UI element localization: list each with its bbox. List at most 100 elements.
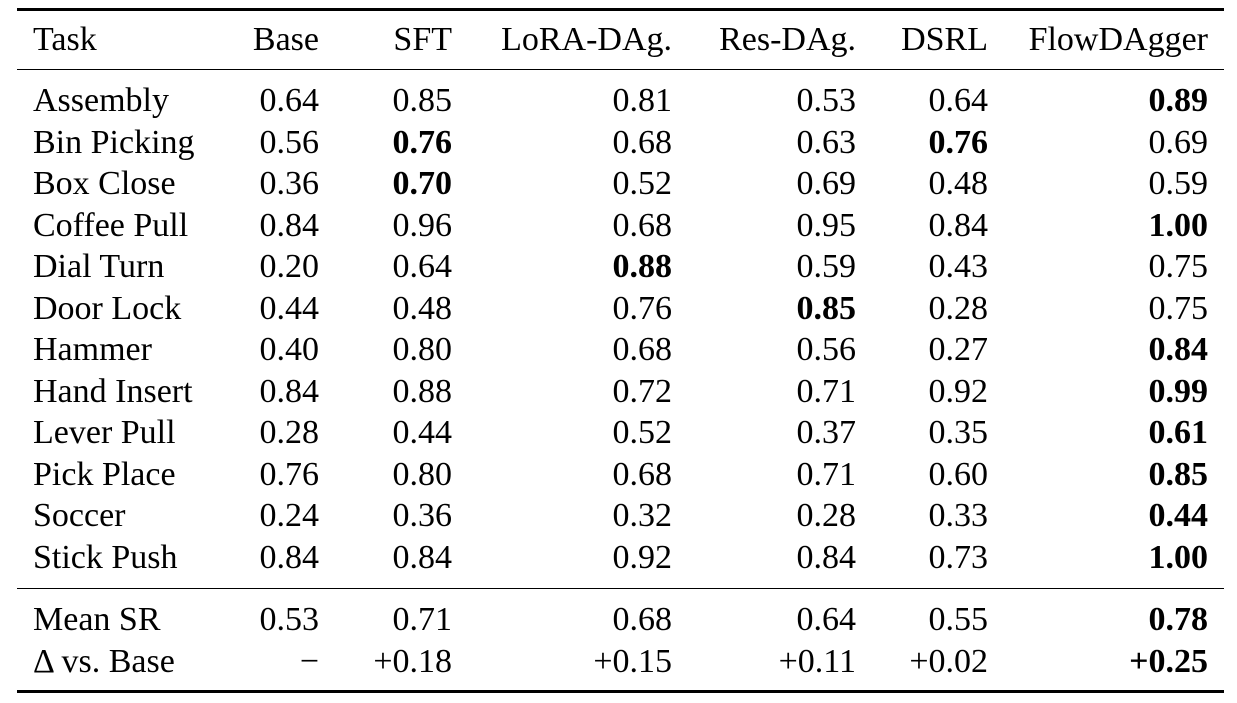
score-cell: 0.68 — [612, 206, 673, 244]
score-cell: 0.32 — [612, 497, 673, 534]
task-name-cell: Dial Turn — [33, 248, 165, 285]
score-cell: 0.52 — [612, 165, 673, 202]
column-header-flowdagger: FlowDAgger — [1004, 8, 1224, 70]
task-name-cell: Δ vs. Base — [17, 640, 225, 693]
task-name-cell: Bin Picking — [33, 123, 195, 161]
score-cell: 0.80 — [392, 455, 453, 493]
task-name-cell: Hammer — [33, 331, 152, 368]
task-name-cell: Mean SR — [17, 588, 225, 641]
score-cell: 0.48 — [392, 289, 453, 327]
score-cell: 1.00 — [1148, 206, 1209, 244]
score-cell: 0.28 — [259, 414, 320, 451]
score-cell: 0.44 — [392, 414, 453, 451]
score-cell: 0.28 — [928, 289, 989, 327]
score-cell: +0.11 — [688, 640, 872, 693]
table-row: Bin Picking 0.56 0.76 0.68 0.63 0.76 0.69 — [17, 122, 1224, 164]
score-cell: 0.64 — [392, 248, 453, 285]
score-cell: 0.60 — [928, 455, 989, 493]
score-cell: 0.52 — [612, 414, 673, 451]
table-row: Lever Pull 0.28 0.44 0.52 0.37 0.35 0.61 — [17, 412, 1224, 454]
score-cell: 0.88 — [392, 372, 453, 410]
score-cell: 0.59 — [796, 248, 857, 285]
score-cell: 0.84 — [392, 538, 453, 576]
task-name-cell: Coffee Pull — [33, 206, 189, 244]
table-row: Stick Push 0.84 0.84 0.92 0.84 0.73 1.00 — [17, 537, 1224, 589]
score-cell: 0.33 — [928, 497, 989, 534]
column-header-base: Base — [225, 8, 335, 70]
column-header-task: Task — [17, 8, 225, 70]
score-cell: 0.84 — [928, 206, 989, 244]
score-cell: 0.85 — [796, 289, 857, 327]
score-cell: 0.92 — [928, 372, 989, 410]
results-table: Task Base SFT LoRA-DAg. Res-DAg. DSRL Fl… — [17, 8, 1224, 693]
score-cell: 0.68 — [612, 455, 673, 493]
task-name-cell: Box Close — [33, 165, 176, 202]
column-header-dsrl: DSRL — [872, 8, 1004, 70]
score-cell: 0.64 — [259, 82, 320, 119]
score-cell: 0.71 — [796, 372, 857, 410]
score-cell: 0.75 — [1148, 248, 1209, 285]
score-cell: 0.64 — [688, 588, 872, 641]
score-cell: 0.84 — [259, 206, 320, 244]
score-cell: 0.70 — [392, 165, 453, 202]
score-cell: 0.53 — [796, 82, 857, 119]
score-cell: 0.75 — [1148, 289, 1209, 327]
score-cell: 0.92 — [612, 538, 673, 576]
score-cell: 0.56 — [796, 331, 857, 368]
score-cell: 0.35 — [928, 414, 989, 451]
score-cell: 0.24 — [259, 497, 320, 534]
score-cell: 0.84 — [796, 538, 857, 576]
score-cell: 0.71 — [796, 455, 857, 493]
header-row: Task Base SFT LoRA-DAg. Res-DAg. DSRL Fl… — [17, 8, 1224, 70]
table-row: Door Lock 0.44 0.48 0.76 0.85 0.28 0.75 — [17, 288, 1224, 330]
score-cell: 0.99 — [1148, 372, 1209, 410]
task-name-cell: Door Lock — [33, 289, 182, 327]
score-cell: 0.69 — [1148, 123, 1209, 161]
task-name-cell: Hand Insert — [33, 372, 193, 410]
score-cell: +0.25 — [1004, 640, 1224, 693]
score-cell: +0.18 — [335, 640, 468, 693]
score-cell: 0.71 — [335, 588, 468, 641]
score-cell: 0.68 — [468, 588, 688, 641]
score-cell: 0.55 — [872, 588, 1004, 641]
score-cell: 0.56 — [259, 123, 320, 161]
score-cell: 0.44 — [1148, 497, 1209, 534]
score-cell: 0.76 — [612, 289, 673, 327]
summary-row: Δ vs. Base − +0.18 +0.15 +0.11 +0.02 +0.25 — [17, 640, 1224, 693]
score-cell: 0.43 — [928, 248, 989, 285]
summary-rows: Mean SR 0.53 0.71 0.68 0.64 0.55 0.78 Δ vs. Bas… — [17, 588, 1224, 693]
table-row: Box Close 0.36 0.70 0.52 0.69 0.48 0.59 — [17, 163, 1224, 205]
table-row: Dial Turn 0.20 0.64 0.88 0.59 0.43 0.75 — [17, 246, 1224, 288]
score-cell: 0.27 — [928, 331, 989, 368]
task-name-cell: Lever Pull — [33, 414, 176, 451]
score-cell: 0.85 — [392, 82, 453, 119]
score-cell: 0.84 — [259, 372, 320, 410]
score-cell: 0.64 — [928, 82, 989, 119]
table-row: Assembly 0.64 0.85 0.81 0.53 0.64 0.89 — [17, 70, 1224, 122]
column-header-lora-dagger: LoRA-DAg. — [468, 8, 688, 70]
score-cell: 0.84 — [1148, 331, 1209, 368]
score-cell: 0.28 — [796, 497, 857, 534]
task-name-cell: Soccer — [33, 497, 126, 534]
score-cell: 0.68 — [612, 331, 673, 368]
score-cell: 0.88 — [612, 248, 673, 285]
score-cell: 0.69 — [796, 165, 857, 202]
score-cell: 0.40 — [259, 331, 320, 368]
column-header-sft: SFT — [335, 8, 468, 70]
score-cell: 0.61 — [1148, 414, 1209, 451]
score-cell: 0.78 — [1004, 588, 1224, 641]
score-cell: 0.76 — [928, 123, 989, 161]
score-cell: 0.20 — [259, 248, 320, 285]
score-cell: 0.73 — [928, 538, 989, 576]
table-row: Pick Place 0.76 0.80 0.68 0.71 0.60 0.85 — [17, 454, 1224, 496]
score-cell: 0.85 — [1148, 455, 1209, 493]
score-cell: 0.37 — [796, 414, 857, 451]
score-cell: 0.89 — [1148, 82, 1209, 119]
score-cell: 0.36 — [392, 497, 453, 534]
task-name-cell: Pick Place — [33, 455, 176, 493]
score-cell: 0.63 — [796, 123, 857, 161]
score-cell: 0.80 — [392, 331, 453, 368]
score-cell: 0.48 — [928, 165, 989, 202]
table-row: Hammer 0.40 0.80 0.68 0.56 0.27 0.84 — [17, 329, 1224, 371]
score-cell: 0.44 — [259, 289, 320, 327]
